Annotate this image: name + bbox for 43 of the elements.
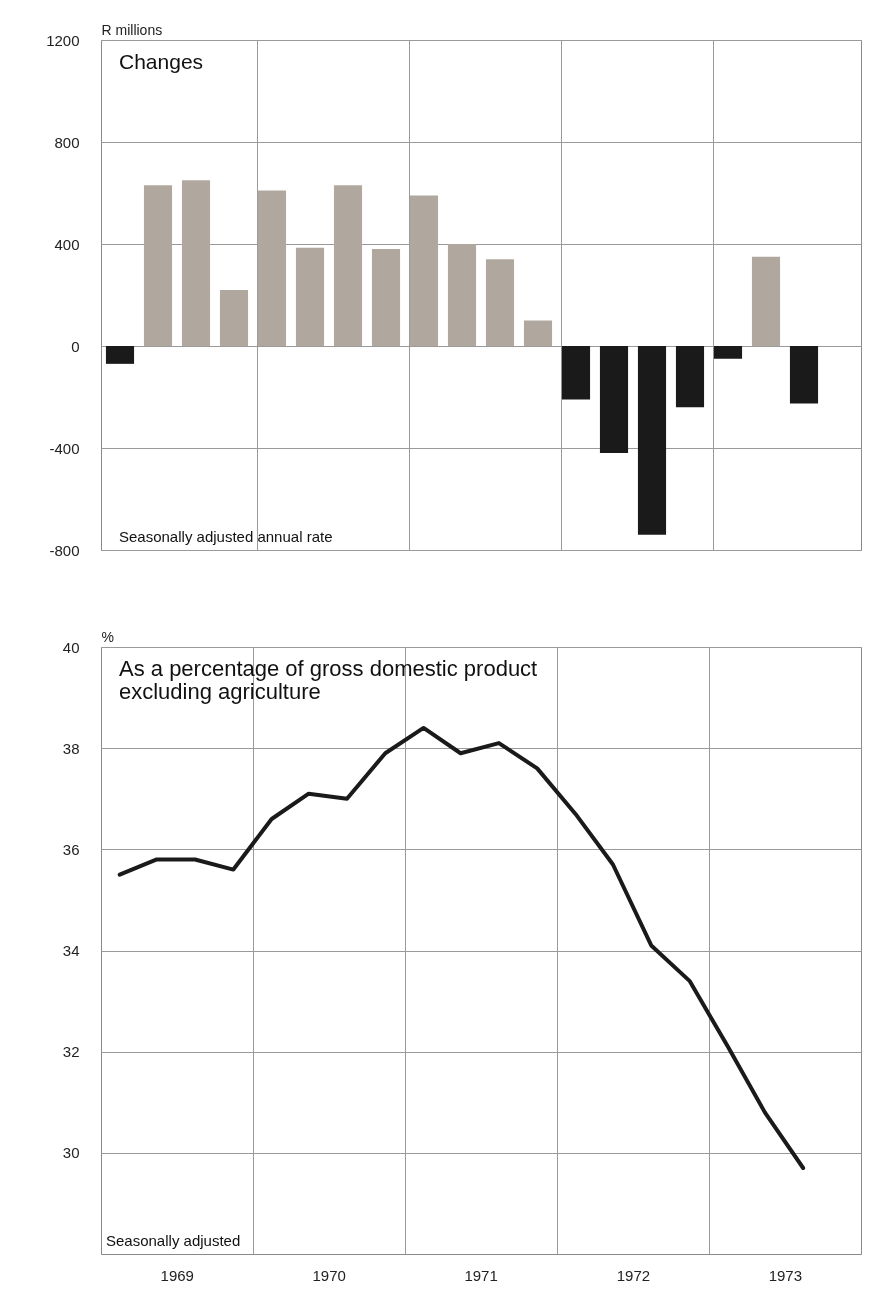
bar xyxy=(713,346,743,359)
bar xyxy=(219,289,249,346)
bar xyxy=(637,346,667,535)
bar xyxy=(789,346,819,404)
y-tick-label: -800 xyxy=(49,541,80,559)
y-tick-label: 36 xyxy=(62,840,80,858)
bar xyxy=(105,346,135,364)
y-tick-label: 400 xyxy=(54,235,80,253)
chart-title: Changes xyxy=(119,50,204,73)
bar xyxy=(181,180,211,346)
x-tick-label: 1971 xyxy=(464,1266,498,1284)
annotation: Seasonally adjusted xyxy=(106,1232,241,1249)
line-series xyxy=(117,725,806,1171)
bar xyxy=(257,190,287,346)
bar xyxy=(561,346,591,400)
bar xyxy=(523,320,553,346)
bar xyxy=(751,256,781,346)
bar xyxy=(333,185,363,346)
y-tick-label: 38 xyxy=(62,739,80,757)
y-tick-label: 40 xyxy=(62,638,80,656)
y-tick-label: 1200 xyxy=(46,31,80,49)
y-tick-label: 30 xyxy=(62,1144,80,1162)
y-axis-title: R millions xyxy=(101,21,163,38)
bar xyxy=(485,259,515,346)
bar xyxy=(143,185,173,346)
bar xyxy=(295,247,325,346)
y-tick-label: 32 xyxy=(62,1043,80,1061)
y-tick-label: 0 xyxy=(71,337,80,355)
bar xyxy=(675,346,705,408)
y-tick-label: 34 xyxy=(62,942,80,959)
annotation: Seasonally adjusted annual rate xyxy=(119,528,333,545)
bar xyxy=(599,346,629,454)
x-tick-label: 1970 xyxy=(312,1266,346,1284)
bar xyxy=(447,244,477,346)
x-tick-label: 1972 xyxy=(616,1266,651,1284)
text: As a percentage of gross domestic product excluding agriculture xyxy=(119,656,538,704)
x-tick-label: 1973 xyxy=(768,1266,803,1284)
bar xyxy=(409,195,439,346)
x-tick-label: 1969 xyxy=(160,1266,194,1284)
y-axis-title: % xyxy=(101,628,114,645)
y-tick-label: -400 xyxy=(49,439,80,457)
y-tick-label: 800 xyxy=(54,133,80,151)
bar xyxy=(371,249,401,346)
